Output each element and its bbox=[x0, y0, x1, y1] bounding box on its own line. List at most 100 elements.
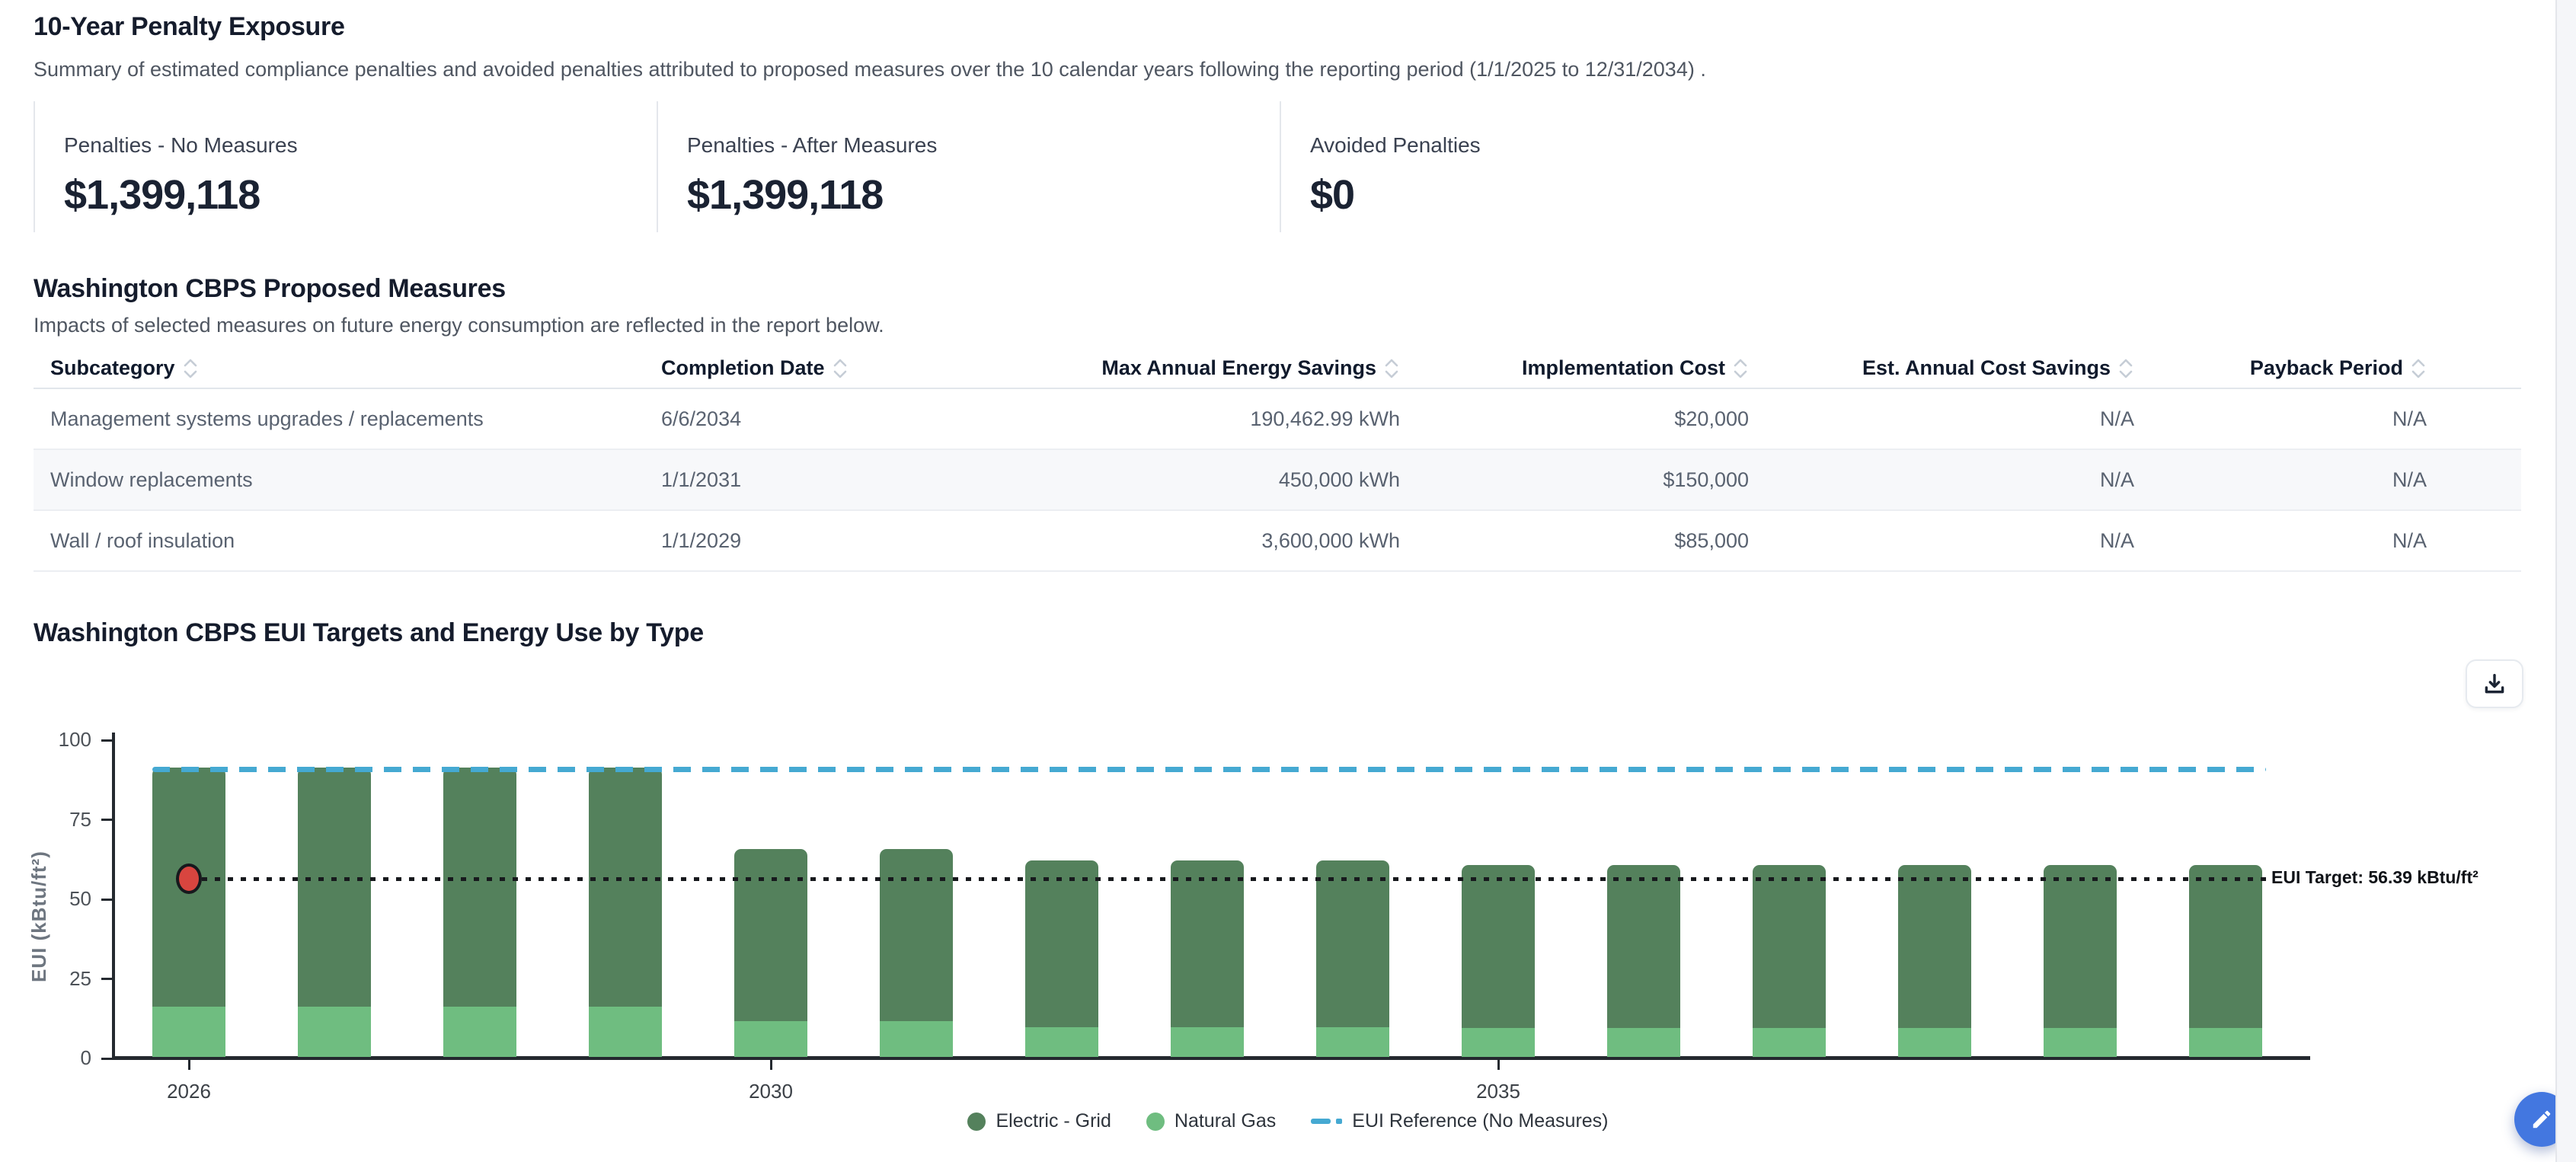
x-tick-label: 2026 bbox=[167, 1080, 211, 1103]
penalty-cards-row: Penalties - No Measures $1,399,118 Penal… bbox=[34, 101, 1903, 232]
y-tick-mark bbox=[101, 978, 112, 980]
legend-label: Natural Gas bbox=[1174, 1110, 1277, 1132]
bar-segment-electric bbox=[1753, 864, 1826, 1029]
table-cell: N/A bbox=[2099, 468, 2134, 491]
eui-reference-line bbox=[152, 766, 2266, 772]
legend-label: Electric - Grid bbox=[996, 1110, 1111, 1132]
bar-segment-electric bbox=[2044, 864, 2117, 1029]
column-header-completion-date[interactable]: Completion Date bbox=[661, 349, 1036, 388]
bar-segment-natural-gas bbox=[734, 1020, 807, 1057]
stat-card-penalties-no-measures: Penalties - No Measures $1,399,118 bbox=[34, 101, 657, 232]
bar-segment-natural-gas bbox=[152, 1006, 225, 1057]
sort-icon[interactable] bbox=[1732, 358, 1749, 379]
sort-icon[interactable] bbox=[832, 358, 849, 379]
column-header-payback-period[interactable]: Payback Period bbox=[2134, 349, 2521, 388]
column-header-max-annual-energy-savings[interactable]: Max Annual Energy Savings bbox=[1036, 349, 1400, 388]
y-tick-label: 50 bbox=[69, 887, 91, 910]
x-tick-label: 2035 bbox=[1476, 1080, 1520, 1103]
x-tick-mark bbox=[187, 1060, 190, 1070]
table-cell: $85,000 bbox=[1674, 528, 1749, 552]
column-header-label: Max Annual Energy Savings bbox=[1101, 356, 1376, 379]
y-tick-label: 0 bbox=[80, 1046, 91, 1069]
bar-segment-electric bbox=[2189, 864, 2262, 1029]
bar-segment-natural-gas bbox=[1898, 1028, 1971, 1057]
bar-segment-natural-gas bbox=[1025, 1026, 1098, 1057]
current-eui-marker bbox=[176, 864, 202, 895]
bar-2031 bbox=[880, 849, 953, 1057]
table-row[interactable]: Window replacements 1/1/2031 450,000 kWh $1… bbox=[34, 449, 2521, 510]
table-cell: 6/6/2034 bbox=[661, 407, 742, 430]
column-header-subcategory[interactable]: Subcategory bbox=[34, 349, 661, 388]
table-cell: N/A bbox=[2099, 407, 2134, 430]
proposed-measures-table: Subcategory Completion Date Max Annual Ene… bbox=[34, 349, 2521, 572]
bar-segment-natural-gas bbox=[589, 1006, 662, 1057]
sort-icon[interactable] bbox=[182, 358, 199, 379]
bar-2026 bbox=[152, 767, 225, 1057]
bar-segment-natural-gas bbox=[2044, 1028, 2117, 1057]
bar-2038 bbox=[1898, 864, 1971, 1057]
column-header-label: Subcategory bbox=[50, 356, 175, 379]
bar-2029 bbox=[589, 767, 662, 1057]
chart-legend: Electric - Grid Natural Gas EUI Referenc… bbox=[0, 1110, 2576, 1132]
column-header-label: Payback Period bbox=[2249, 356, 2403, 379]
stat-card-avoided-penalties: Avoided Penalties $0 bbox=[1280, 101, 1903, 232]
table-cell: $20,000 bbox=[1674, 407, 1749, 430]
bar-2032 bbox=[1025, 860, 1098, 1057]
stat-card-value: $1,399,118 bbox=[687, 172, 884, 218]
table-cell: 190,462.99 kWh bbox=[1250, 407, 1400, 430]
bar-2039 bbox=[2044, 864, 2117, 1057]
sort-icon[interactable] bbox=[2410, 358, 2427, 379]
bar-segment-electric bbox=[298, 767, 371, 1007]
table-cell: 3,600,000 kWh bbox=[1261, 528, 1400, 552]
bar-segment-natural-gas bbox=[298, 1006, 371, 1057]
bar-2028 bbox=[443, 767, 516, 1057]
table-row[interactable]: Wall / roof insulation 1/1/2029 3,600,000 … bbox=[34, 510, 2521, 571]
bar-segment-natural-gas bbox=[1171, 1026, 1244, 1057]
y-tick-label: 75 bbox=[69, 807, 91, 831]
bar-2035 bbox=[1462, 864, 1535, 1057]
bar-segment-electric bbox=[1462, 864, 1535, 1029]
legend-swatch-gas bbox=[1146, 1112, 1165, 1131]
bar-segment-natural-gas bbox=[1462, 1028, 1535, 1057]
legend-item-eui-reference[interactable]: EUI Reference (No Measures) bbox=[1311, 1110, 1609, 1132]
eui-target-label: EUI Target: 56.39 kBtu/ft² bbox=[2271, 867, 2479, 888]
legend-item-natural-gas[interactable]: Natural Gas bbox=[1146, 1110, 1276, 1132]
sort-icon[interactable] bbox=[2117, 358, 2134, 379]
bar-2037 bbox=[1753, 864, 1826, 1057]
y-tick-label: 100 bbox=[58, 728, 91, 751]
stat-card-label: Penalties - No Measures bbox=[64, 133, 298, 157]
column-header-est-annual-cost-savings[interactable]: Est. Annual Cost Savings bbox=[1749, 349, 2134, 388]
bar-segment-electric bbox=[1025, 860, 1098, 1027]
sort-icon[interactable] bbox=[1383, 358, 1400, 379]
column-header-implementation-cost[interactable]: Implementation Cost bbox=[1400, 349, 1749, 388]
y-axis-label: EUI (kBtu/ft²) bbox=[27, 851, 50, 982]
bar-segment-natural-gas bbox=[1607, 1028, 1680, 1057]
y-tick-mark bbox=[101, 739, 112, 742]
table-cell: N/A bbox=[2392, 468, 2427, 491]
x-axis-line bbox=[112, 1056, 2310, 1060]
y-tick-label: 25 bbox=[69, 966, 91, 990]
column-header-label: Completion Date bbox=[661, 356, 825, 379]
table-cell: N/A bbox=[2099, 528, 2134, 552]
legend-label: EUI Reference (No Measures) bbox=[1352, 1110, 1609, 1132]
download-chart-button[interactable] bbox=[2466, 659, 2523, 708]
eui-chart-title: Washington CBPS EUI Targets and Energy U… bbox=[34, 618, 704, 647]
eui-target-line bbox=[189, 876, 2266, 881]
table-row[interactable]: Management systems upgrades / replacemen… bbox=[34, 388, 2521, 449]
scrollbar-track[interactable] bbox=[2555, 0, 2576, 1162]
bar-segment-electric bbox=[1898, 864, 1971, 1029]
bar-2034 bbox=[1316, 860, 1389, 1057]
table-cell: N/A bbox=[2392, 407, 2427, 430]
table-header-row: Subcategory Completion Date Max Annual Ene… bbox=[34, 349, 2521, 388]
bar-2033 bbox=[1171, 860, 1244, 1057]
stat-card-penalties-after-measures: Penalties - After Measures $1,399,118 bbox=[657, 101, 1280, 232]
bar-segment-electric bbox=[1316, 860, 1389, 1027]
table-cell: Wall / roof insulation bbox=[50, 528, 235, 552]
bar-segment-electric bbox=[734, 849, 807, 1021]
bar-segment-electric bbox=[443, 767, 516, 1007]
bar-2040 bbox=[2189, 864, 2262, 1057]
stat-card-label: Avoided Penalties bbox=[1310, 133, 1481, 157]
legend-item-electric-grid[interactable]: Electric - Grid bbox=[967, 1110, 1111, 1132]
stat-card-value: $1,399,118 bbox=[64, 172, 260, 218]
y-axis-line bbox=[112, 733, 115, 1060]
